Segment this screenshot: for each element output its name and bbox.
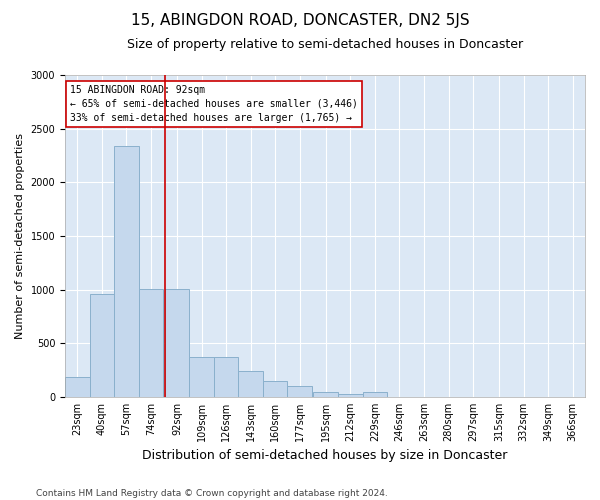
Bar (139, 288, 163, 397)
Bar (114, 146, 139, 397)
Text: Contains HM Land Registry data © Crown copyright and database right 2024.: Contains HM Land Registry data © Crown c… (36, 488, 388, 498)
Bar (287, 386, 312, 397)
X-axis label: Distribution of semi-detached houses by size in Doncaster: Distribution of semi-detached houses by … (142, 450, 508, 462)
Bar (362, 392, 387, 397)
Bar (214, 358, 238, 397)
Bar (65, 376, 89, 397)
Text: 15 ABINGDON ROAD: 92sqm
← 65% of semi-detached houses are smaller (3,446)
33% of: 15 ABINGDON ROAD: 92sqm ← 65% of semi-de… (70, 85, 358, 123)
Bar (164, 288, 189, 397)
Bar (338, 394, 362, 397)
Bar (189, 358, 214, 397)
Bar (89, 294, 114, 397)
Title: Size of property relative to semi-detached houses in Doncaster: Size of property relative to semi-detach… (127, 38, 523, 51)
Text: 15, ABINGDON ROAD, DONCASTER, DN2 5JS: 15, ABINGDON ROAD, DONCASTER, DN2 5JS (131, 12, 469, 28)
Y-axis label: Number of semi-detached properties: Number of semi-detached properties (15, 133, 25, 339)
Bar (238, 371, 263, 397)
Bar (313, 392, 338, 397)
Bar (263, 381, 287, 397)
